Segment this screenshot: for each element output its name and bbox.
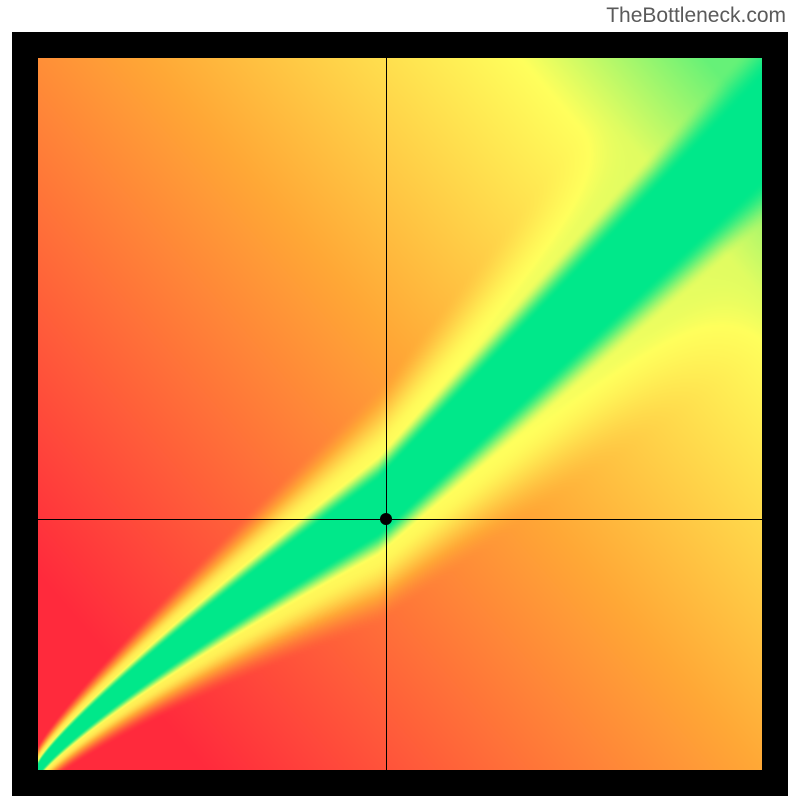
chart-container: TheBottleneck.com	[0, 0, 800, 800]
heatmap-canvas	[38, 58, 762, 770]
watermark-text: TheBottleneck.com	[606, 4, 786, 28]
crosshair-horizontal	[38, 519, 762, 520]
crosshair-vertical	[386, 58, 387, 770]
marker-point	[380, 513, 392, 525]
plot-area	[38, 58, 762, 770]
